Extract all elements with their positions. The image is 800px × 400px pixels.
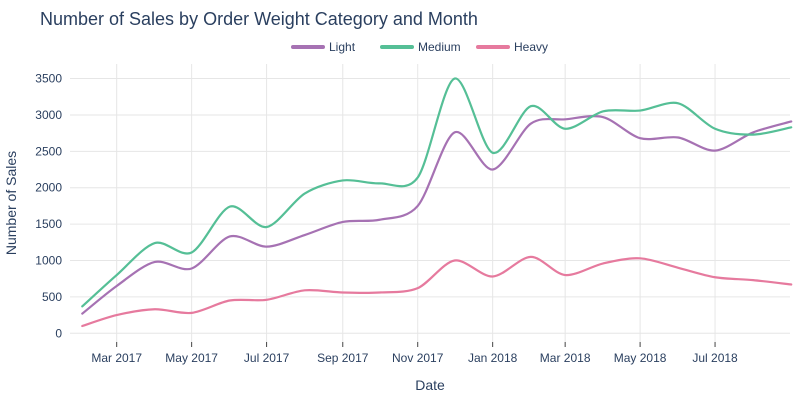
y-axis-title: Number of Sales (3, 151, 19, 255)
legend-label-medium[interactable]: Medium (418, 40, 461, 54)
legend-label-light[interactable]: Light (329, 40, 356, 54)
y-tick-label: 2500 (35, 144, 62, 158)
legend-label-heavy[interactable]: Heavy (514, 40, 548, 54)
series-lines (81, 77, 793, 328)
x-tick-label: May 2018 (614, 351, 667, 365)
y-tick-label: 500 (42, 290, 62, 304)
x-tick-label: Jul 2018 (692, 351, 738, 365)
x-tick-label: Sep 2017 (317, 351, 369, 365)
grid-lines (70, 64, 790, 342)
legend: Light Medium Heavy (291, 40, 548, 54)
series-line-heavy (81, 255, 793, 328)
x-axis-title: Date (415, 377, 445, 393)
series-line-medium (81, 77, 793, 308)
x-tick-label: May 2017 (165, 351, 218, 365)
y-tick-label: 3500 (35, 72, 62, 86)
series-line-light (81, 115, 793, 315)
y-tick-label: 1500 (35, 217, 62, 231)
y-tick-label: 1000 (35, 253, 62, 267)
x-tick-label: Jul 2017 (244, 351, 290, 365)
y-tick-label: 0 (55, 326, 62, 340)
chart-title: Number of Sales by Order Weight Category… (40, 9, 478, 29)
x-tick-label: Jan 2018 (468, 351, 518, 365)
x-tick-label: Mar 2018 (540, 351, 591, 365)
y-tick-label: 3000 (35, 108, 62, 122)
x-tick-label: Mar 2017 (91, 351, 142, 365)
x-axis-ticks: Mar 2017 May 2017 Jul 2017 Sep 2017 Nov 2017… (91, 342, 738, 365)
y-tick-label: 2000 (35, 181, 62, 195)
y-axis-ticks: 0 500 1000 1500 2000 2500 3000 3500 (35, 72, 62, 341)
x-tick-label: Nov 2017 (392, 351, 444, 365)
